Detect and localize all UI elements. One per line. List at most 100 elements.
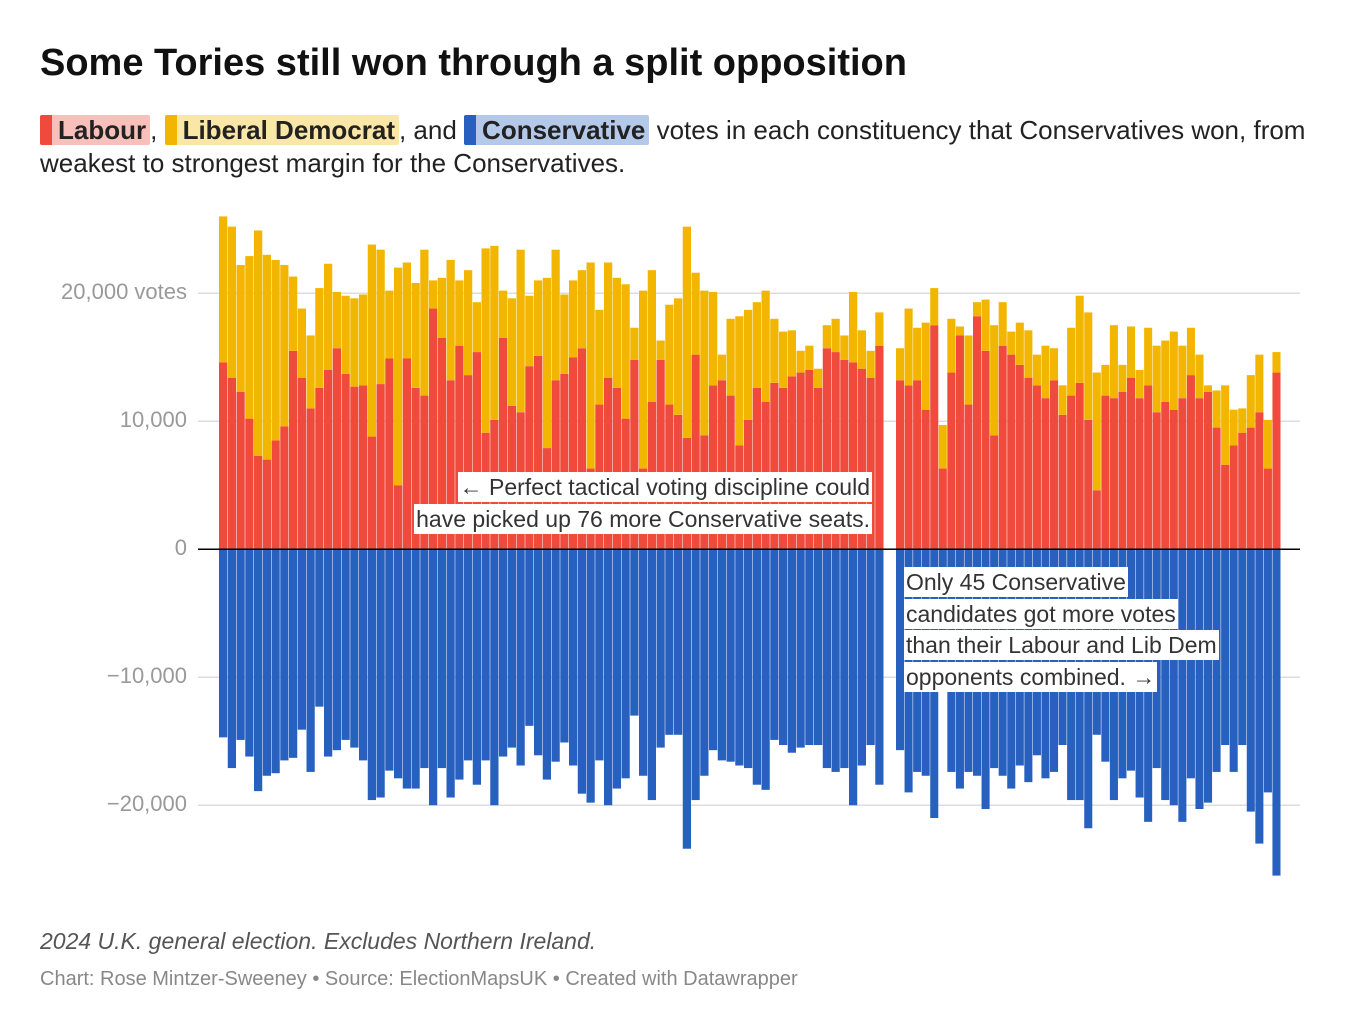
bar: [1041, 345, 1050, 399]
bar: [542, 277, 551, 449]
bar: [350, 549, 359, 748]
bar: [744, 309, 753, 420]
bar: [1007, 331, 1016, 355]
bar: [1255, 354, 1264, 413]
bar: [1127, 326, 1136, 378]
bar: [262, 254, 271, 460]
bar: [367, 244, 376, 437]
bar: [1263, 549, 1272, 793]
bar: [1101, 364, 1110, 396]
bar: [700, 549, 709, 776]
bar: [394, 485, 403, 550]
legend-entry: Liberal Democrat: [164, 115, 399, 145]
bar: [796, 372, 805, 550]
bar: [429, 549, 438, 806]
bar: [376, 249, 385, 385]
bar: [779, 549, 788, 746]
subtitle-text: , and: [398, 115, 457, 145]
bar: [1272, 352, 1281, 373]
bar: [1221, 464, 1230, 550]
bar: [761, 290, 770, 402]
bar: [420, 549, 429, 769]
bar: [507, 298, 516, 406]
bar: [639, 549, 648, 776]
annotation: Only 45 Conservative candidates got more …: [904, 567, 1219, 693]
bar: [1084, 419, 1093, 550]
bar: [525, 366, 534, 550]
bar: [1212, 549, 1221, 772]
bar: [1204, 385, 1213, 392]
annotation-line: have picked up 76 more Conservative seat…: [414, 503, 872, 534]
bar: [402, 358, 411, 550]
bar: [726, 318, 735, 396]
bar: [656, 359, 665, 550]
bar: [1246, 549, 1255, 812]
bar: [385, 358, 394, 550]
bar: [254, 549, 263, 792]
bar: [297, 308, 306, 378]
bar: [507, 549, 516, 748]
bar: [551, 380, 560, 550]
bar: [896, 348, 905, 381]
bar: [805, 345, 814, 370]
annotation-line: Only 45 Conservative: [904, 567, 1128, 597]
bar: [280, 426, 289, 550]
bar: [913, 327, 922, 381]
bar: [402, 549, 411, 789]
bar: [534, 355, 543, 550]
bar: [938, 468, 947, 550]
bar: [1161, 402, 1170, 550]
bar: [656, 340, 665, 360]
bar: [691, 549, 700, 801]
bar: [612, 277, 621, 388]
bar: [1255, 549, 1264, 844]
bar: [227, 226, 236, 378]
bar: [1195, 398, 1204, 550]
bar: [455, 549, 464, 780]
bar: [787, 330, 796, 377]
bar: [577, 549, 586, 794]
bar: [437, 549, 446, 769]
bar: [805, 370, 814, 550]
bar: [1238, 408, 1247, 433]
bar: [691, 354, 700, 550]
bar: [787, 549, 796, 753]
bar: [840, 335, 849, 360]
bar: [805, 549, 814, 746]
bar: [577, 348, 586, 550]
bar: [1221, 385, 1230, 465]
bar: [306, 408, 315, 550]
bar: [525, 295, 534, 367]
bar: [385, 290, 394, 359]
bar: [1272, 549, 1281, 876]
bar: [787, 376, 796, 550]
bar: [306, 335, 315, 409]
bar: [831, 549, 840, 772]
annotation-line: opponents combined. →: [904, 661, 1158, 692]
bar: [245, 549, 254, 757]
bar: [385, 549, 394, 771]
bar: [1229, 445, 1238, 550]
bar: [814, 549, 823, 746]
bar: [831, 318, 840, 353]
bar: [219, 216, 228, 363]
annotation: ← Perfect tactical voting discipline cou…: [414, 472, 872, 535]
bar: [1204, 549, 1213, 803]
bar: [411, 549, 420, 789]
bar: [595, 549, 604, 761]
bar: [857, 549, 866, 766]
bar: [857, 330, 866, 369]
bar: [1178, 549, 1187, 822]
bar: [604, 377, 613, 550]
bar: [1050, 549, 1059, 772]
annotation-line: than their Labour and Lib Dem: [904, 630, 1219, 660]
bar: [437, 277, 446, 338]
bar: [464, 270, 473, 376]
bar: [1058, 385, 1067, 415]
bar: [359, 549, 368, 761]
bar: [245, 418, 254, 550]
bar: [930, 325, 939, 550]
y-tick-label: −10,000: [107, 663, 187, 688]
bar: [472, 352, 481, 550]
